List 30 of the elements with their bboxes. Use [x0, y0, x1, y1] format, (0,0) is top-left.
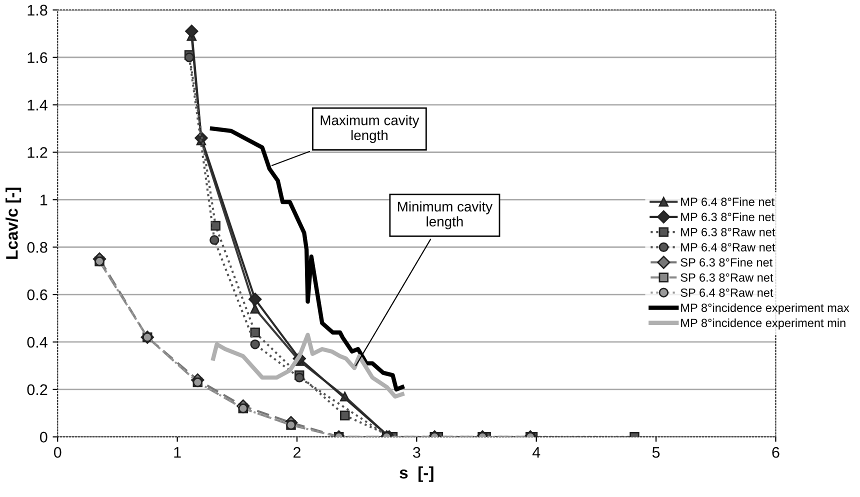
y-tick-label: 0.8 — [27, 242, 48, 253]
y-axis-title: Lcav/c [-] — [6, 188, 22, 259]
legend-label: MP 8°incidence experiment min — [681, 318, 846, 330]
x-tick-label: 0 — [54, 446, 62, 458]
y-tick-label: 0.4 — [27, 336, 48, 348]
legend-label: MP 6.3 8°Raw net — [681, 228, 776, 236]
y-tick-label: 1.2 — [28, 147, 48, 158]
legend-label: SP 6.3 8°Fine net — [680, 258, 773, 267]
y-tick-label: 0.6 — [27, 289, 48, 300]
x-tick-label: 3 — [413, 446, 420, 458]
legend-label: MP 6.4 8°Fine net — [681, 197, 775, 206]
legend-label: MP 8°incidence experiment max — [681, 303, 850, 314]
y-tick-label: 1.6 — [28, 52, 48, 64]
x-tick-label: 1 — [174, 447, 181, 458]
y-tick-label: 0 — [40, 432, 48, 443]
y-tick-label: 1 — [40, 194, 48, 206]
legend-label: SP 6.3 8°Raw net — [680, 273, 774, 282]
x-tick-label: 5 — [652, 447, 660, 458]
y-tick-label: 1.8 — [28, 4, 48, 16]
annotation: Minimum cavity length — [398, 201, 493, 230]
y-tick-label: 0.2 — [27, 384, 48, 396]
annotation: Maximum cavity length — [320, 115, 420, 143]
x-tick-label: 4 — [532, 447, 540, 458]
x-tick-label: 6 — [772, 446, 780, 458]
legend-label: SP 6.4 8°Raw net — [680, 288, 774, 297]
x-tick-label: 2 — [294, 446, 300, 458]
y-tick-label: 1.4 — [28, 100, 48, 110]
legend-label: MP 6.3 8°Fine net — [681, 212, 775, 222]
x-axis-title: s [-] — [400, 466, 434, 482]
legend-label: MP 6.4 8°Raw net — [681, 243, 776, 252]
